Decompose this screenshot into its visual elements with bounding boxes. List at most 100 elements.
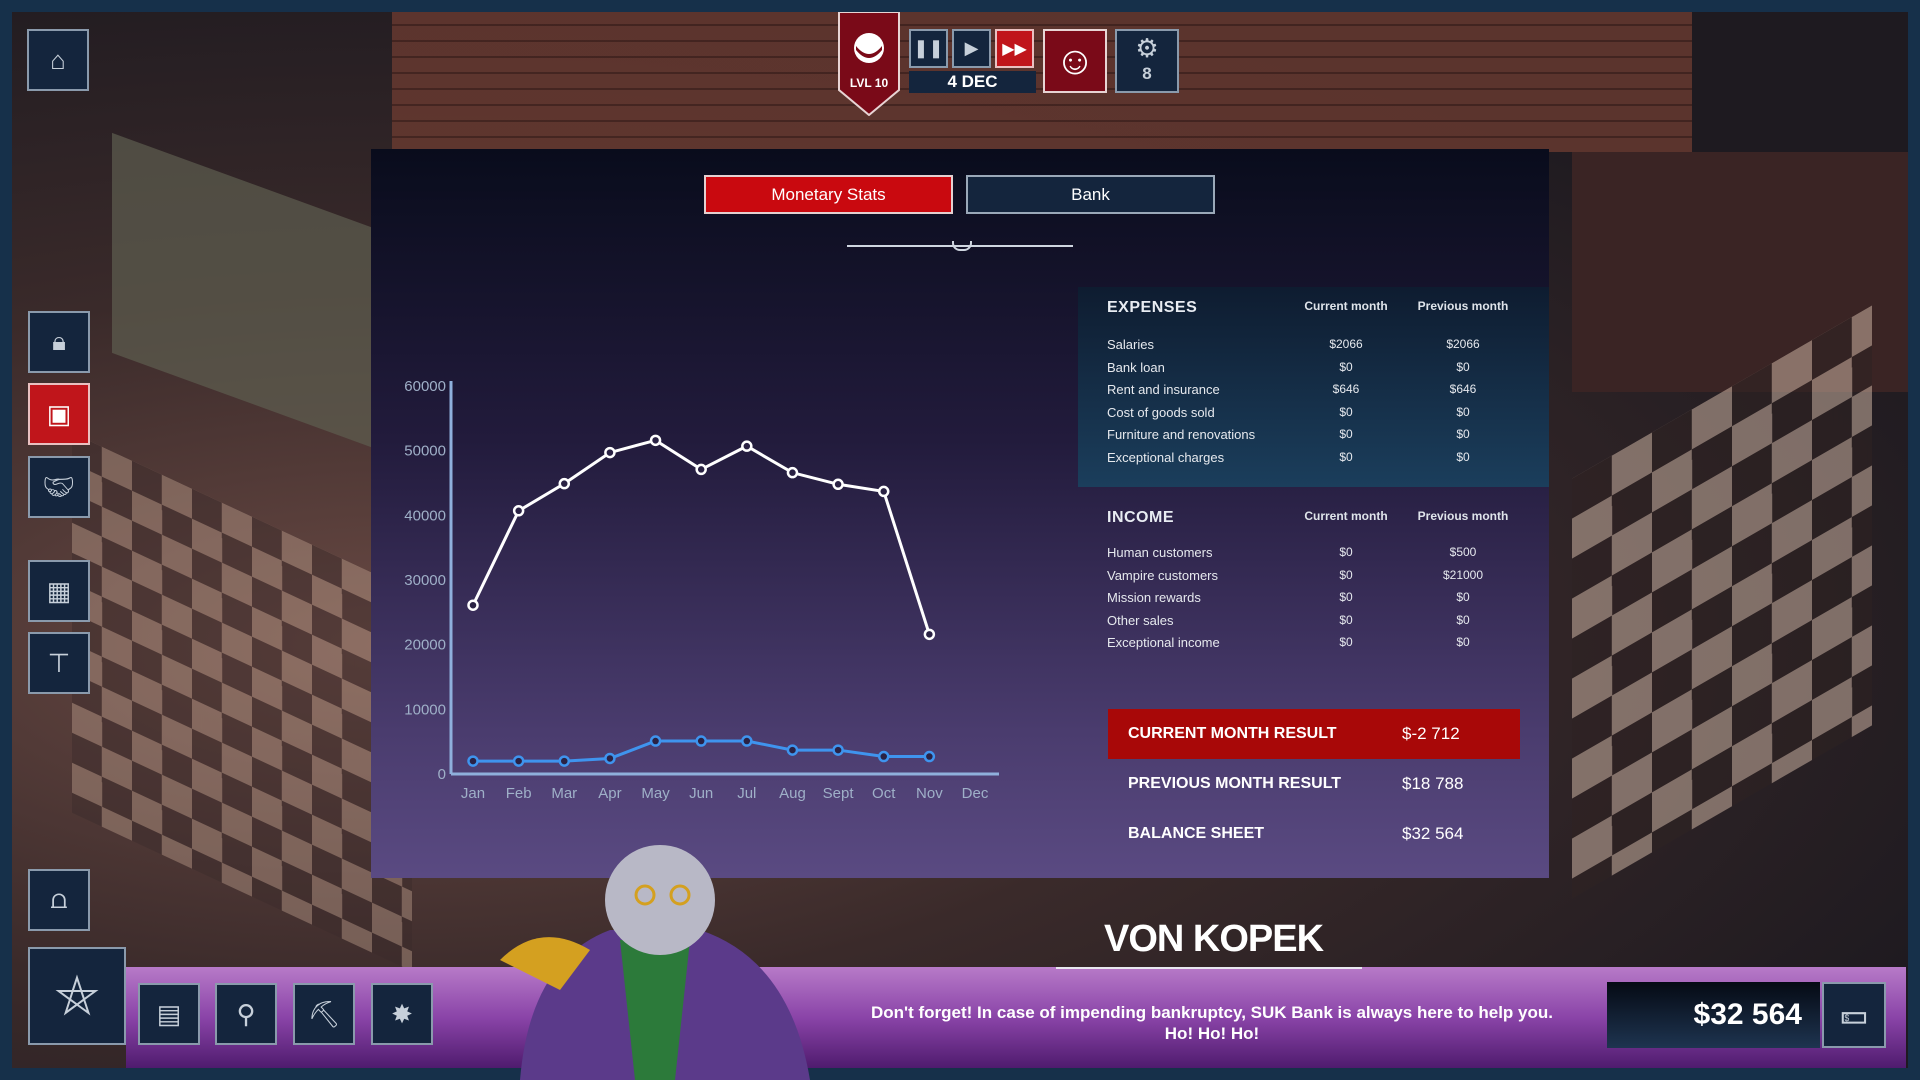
- data-point: [512, 755, 525, 767]
- happiness-button[interactable]: ☺: [1043, 29, 1107, 93]
- x-tick-label: Feb: [506, 785, 532, 802]
- finance-button[interactable]: ▣: [28, 383, 90, 445]
- current-result-value: $-2 712: [1402, 724, 1460, 743]
- expenses-row: Bank loan $0 $0: [1107, 360, 1537, 380]
- chair-table-icon: ⩍: [50, 884, 68, 914]
- stats-table: EXPENSES Current month Previous month Sa…: [1078, 149, 1549, 878]
- current-result-label: CURRENT MONTH RESULT: [1128, 725, 1337, 742]
- previous-month-result: PREVIOUS MONTH RESULT $18 788: [1108, 759, 1520, 809]
- divider-ornament: [847, 241, 1073, 251]
- boxes-icon: ▦: [46, 575, 72, 606]
- haunted-house-button[interactable]: ⌂: [27, 29, 89, 91]
- row-label: Other sales: [1107, 612, 1174, 628]
- x-tick-label: Mar: [551, 785, 577, 802]
- stock-button[interactable]: ▦: [28, 560, 90, 622]
- previous-value: $0: [1456, 359, 1470, 374]
- smiley-icon: ☺: [1054, 38, 1096, 83]
- data-point: [604, 752, 616, 765]
- cash-button[interactable]: 💵︎: [1822, 982, 1886, 1048]
- tools-button[interactable]: ⚙ 8: [1115, 29, 1179, 93]
- data-point: [786, 466, 799, 479]
- x-tick-label: Nov: [916, 785, 943, 802]
- expenses-col-current: Current month: [1304, 299, 1388, 313]
- y-tick-label: 10000: [404, 701, 446, 718]
- dialog-text: Don't forget! In case of impending bankr…: [871, 1003, 1553, 1043]
- row-label: Cost of goods sold: [1107, 404, 1215, 420]
- y-tick-label: 50000: [404, 443, 446, 460]
- current-value: $2066: [1329, 337, 1363, 351]
- row-label: Bank loan: [1107, 359, 1165, 375]
- walls-button[interactable]: ▤: [138, 983, 200, 1045]
- previous-result-label: PREVIOUS MONTH RESULT: [1128, 775, 1342, 792]
- excavator-button[interactable]: ⛏: [293, 983, 355, 1045]
- house-icon: ⌂: [50, 44, 66, 75]
- fast-forward-button[interactable]: ▶▶: [995, 29, 1034, 68]
- workbench-button[interactable]: ⊤: [28, 632, 90, 694]
- pause-button[interactable]: ❚❚: [909, 29, 948, 68]
- previous-value: $0: [1456, 427, 1470, 441]
- previous-value: $0: [1456, 612, 1470, 627]
- y-tick-label: 20000: [404, 637, 446, 654]
- income-title: INCOME: [1107, 509, 1174, 526]
- current-value: $0: [1339, 612, 1353, 627]
- excavator-icon: ⛏: [307, 998, 341, 1029]
- x-tick-label: Jun: [689, 785, 713, 802]
- data-point: [786, 744, 799, 756]
- current-month-result: CURRENT MONTH RESULT $-2 712: [1108, 709, 1520, 759]
- row-label: Salaries: [1107, 337, 1154, 352]
- current-value: $0: [1339, 449, 1353, 464]
- deals-button[interactable]: 🤝︎: [28, 456, 90, 518]
- x-tick-label: Dec: [962, 785, 989, 802]
- data-point: [695, 735, 707, 747]
- data-point: [467, 755, 479, 767]
- x-tick-label: Apr: [598, 785, 621, 802]
- wall-break-icon: ✸: [391, 998, 413, 1029]
- current-value: $0: [1339, 635, 1353, 649]
- previous-result-value: $18 788: [1402, 774, 1464, 793]
- income-row: Vampire customers $0 $21000: [1107, 568, 1537, 588]
- location-button[interactable]: ⚲: [215, 983, 277, 1045]
- speaker-underline: [1056, 967, 1362, 969]
- furniture-button[interactable]: ⩍: [28, 869, 90, 931]
- x-tick-label: Jan: [461, 785, 485, 802]
- play-icon: ▶: [964, 38, 979, 58]
- y-tick-label: 60000: [404, 378, 446, 395]
- vampire-mouth-icon: [838, 12, 900, 116]
- expenses-col-previous: Previous month: [1417, 299, 1509, 313]
- row-label: Exceptional charges: [1107, 449, 1225, 465]
- data-point: [695, 463, 707, 476]
- handshake-icon: 🤝︎: [42, 471, 76, 502]
- speaker-name: VON KOPEK: [1104, 918, 1324, 960]
- y-tick-label: 30000: [404, 572, 446, 589]
- data-point: [467, 599, 479, 611]
- expenses-row: Cost of goods sold $0 $0: [1107, 405, 1537, 425]
- money-display: $32 564: [1607, 982, 1820, 1048]
- pentagram-menu-button[interactable]: ⛤: [28, 947, 126, 1045]
- tab-monetary-stats[interactable]: Monetary Stats: [704, 175, 953, 214]
- play-button[interactable]: ▶: [952, 29, 991, 68]
- current-value: $0: [1339, 404, 1353, 419]
- tab-bank[interactable]: Bank: [966, 175, 1215, 214]
- data-point: [832, 478, 844, 491]
- data-point: [877, 750, 890, 763]
- workbench-icon: ⊤: [47, 647, 71, 678]
- level-label: LVL 10: [849, 76, 889, 90]
- data-point: [923, 628, 936, 641]
- level-badge[interactable]: LVL 10: [838, 12, 900, 116]
- income-row: Mission rewards $0 $0: [1107, 590, 1537, 610]
- y-tick-label: 0: [438, 766, 446, 783]
- balance-sheet: BALANCE SHEET $32 564: [1108, 809, 1520, 859]
- fast-forward-icon: ▶▶: [1002, 40, 1027, 58]
- demolish-button[interactable]: ✸: [371, 983, 433, 1045]
- expenses-row: Exceptional charges $0 $0: [1107, 450, 1537, 470]
- expenses-background: [1078, 287, 1549, 487]
- data-point: [649, 735, 662, 747]
- income-col-previous: Previous month: [1417, 509, 1509, 523]
- balance-value: $32 564: [1402, 824, 1464, 843]
- current-value: $646: [1332, 382, 1360, 396]
- income-row: Other sales $0 $0: [1107, 613, 1537, 633]
- row-label: Mission rewards: [1107, 590, 1201, 605]
- lock-button[interactable]: 🔒︎: [28, 311, 90, 373]
- previous-value: $2066: [1446, 337, 1480, 351]
- cash-register-icon: ▣: [46, 398, 72, 429]
